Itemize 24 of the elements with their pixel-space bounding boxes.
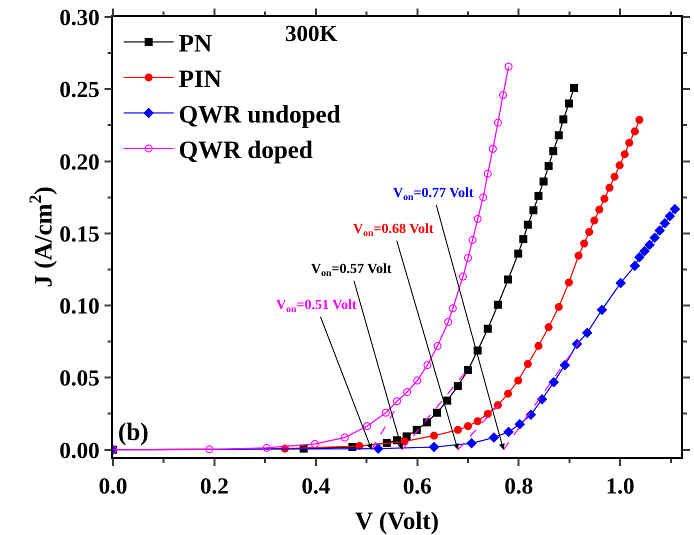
annotation: V$_{on}$=0.77 Volt (393, 186, 474, 203)
legend-label: QWR doped (178, 137, 313, 164)
y-tick-label: 0.05 (59, 366, 100, 391)
y-tick-label: 0.15 (59, 221, 100, 246)
x-axis-title: V (Volt) (354, 508, 440, 535)
x-tick-label: 0.8 (504, 473, 534, 498)
y-tick-label: 0.30 (59, 5, 100, 30)
annotation: V$_{on}$=0.51 Volt (276, 298, 357, 315)
legend-label: PIN (178, 66, 222, 94)
x-tick-label: 0.2 (200, 473, 229, 498)
y-tick-label: 0.20 (59, 149, 100, 174)
legend-label: QWR undoped (178, 102, 341, 129)
x-tick-label: 0.4 (301, 473, 331, 498)
x-tick-label: 0.6 (402, 473, 432, 498)
annotation: V$_{on}$=0.68 Volt (353, 222, 434, 239)
legend-label: PN (178, 30, 212, 58)
y-tick-label: 0.25 (59, 77, 100, 102)
annotation: V$_{on}$=0.57 Volt (311, 262, 392, 279)
x-tick-label: 0.0 (98, 473, 128, 498)
y-tick-label: 0.10 (59, 294, 100, 319)
annotation: 300K (285, 21, 338, 46)
y-tick-label: 0.00 (59, 438, 100, 463)
annotation: (b) (118, 419, 149, 446)
x-tick-label: 1.0 (606, 473, 635, 498)
